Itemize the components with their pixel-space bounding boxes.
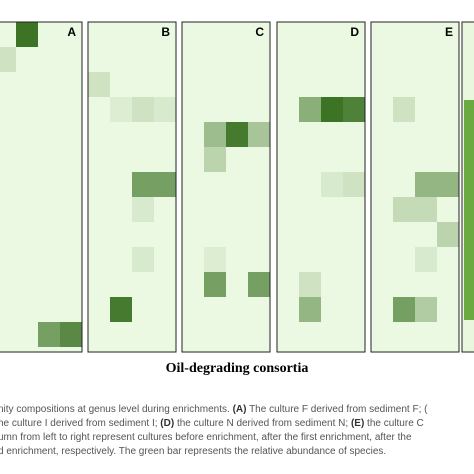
- heatmap-cell: [16, 22, 38, 47]
- panel-border: [370, 21, 460, 353]
- heatmap-cell: [415, 172, 437, 197]
- heatmap-cell: [299, 297, 321, 322]
- heatmap-cell: [110, 297, 132, 322]
- heatmap-cell: [204, 272, 226, 297]
- caption-segment: the culture N derived from sediment N;: [174, 418, 351, 429]
- heatmap-cell: [154, 97, 176, 122]
- heatmap-cell: [393, 297, 415, 322]
- caption-line: umn from left to right represent culture…: [0, 432, 412, 443]
- caption-segment: the culture C: [364, 418, 423, 429]
- heatmap-cell: [204, 247, 226, 272]
- heatmap-cell: [415, 297, 437, 322]
- caption-line: he culture I derived from sediment I; (D…: [0, 418, 424, 429]
- heatmap-cell: [343, 172, 365, 197]
- heatmap-cell: [415, 247, 437, 272]
- heatmap-cell: [248, 272, 270, 297]
- heatmap-cell: [437, 222, 459, 247]
- heatmap-cell: [154, 172, 176, 197]
- heatmap-cell: [132, 97, 154, 122]
- heatmap-cell: [0, 47, 16, 72]
- heatmap-cell: [299, 97, 321, 122]
- heatmap-cell: [393, 97, 415, 122]
- panel-label: C: [255, 25, 264, 39]
- partial-panel-bar: [464, 100, 474, 320]
- heatmap-cell: [88, 72, 110, 97]
- heatmap-cell: [204, 147, 226, 172]
- caption-line: nity compositions at genus level during …: [0, 404, 428, 415]
- caption-segment: The culture F derived from sediment F; (: [246, 404, 428, 415]
- panel: [182, 22, 270, 352]
- caption-line: d enrichment, respectively. The green ba…: [0, 446, 386, 457]
- caption-segment: nity compositions at genus level during …: [0, 404, 233, 415]
- panel-border: [276, 21, 366, 353]
- panel-border: [87, 21, 177, 353]
- heatmap-cell: [204, 122, 226, 147]
- caption-segment: (E): [351, 418, 364, 429]
- heatmap-cell: [415, 197, 437, 222]
- heatmap-cell: [132, 172, 154, 197]
- heatmap-cell: [299, 272, 321, 297]
- heatmap-cell: [321, 172, 343, 197]
- heatmap-cell: [226, 122, 248, 147]
- panel-border: [0, 21, 83, 353]
- caption-segment: he culture I derived from sediment I;: [0, 418, 160, 429]
- heatmap-cell: [60, 322, 82, 347]
- heatmap-cell: [110, 97, 132, 122]
- caption-segment: (A): [233, 404, 247, 415]
- panel-border: [181, 21, 271, 353]
- caption-segment: (D): [160, 418, 174, 429]
- heatmap-cell: [393, 197, 415, 222]
- caption-segment: d enrichment, respectively. The green ba…: [0, 446, 386, 457]
- panel-label: D: [350, 25, 359, 39]
- panel-label: A: [67, 25, 76, 39]
- heatmap-cell: [248, 122, 270, 147]
- panel-label: E: [445, 25, 453, 39]
- panel-label: B: [161, 25, 170, 39]
- panel: [0, 22, 82, 352]
- heatmap-cell: [132, 247, 154, 272]
- heatmap-cell: [38, 322, 60, 347]
- heatmap-cell: [132, 197, 154, 222]
- heatmap-cell: [343, 97, 365, 122]
- heatmap-cell: [437, 172, 459, 197]
- caption-segment: umn from left to right represent culture…: [0, 432, 412, 443]
- heatmap-cell: [321, 97, 343, 122]
- figure-title: Oil-degrading consortia: [166, 361, 309, 376]
